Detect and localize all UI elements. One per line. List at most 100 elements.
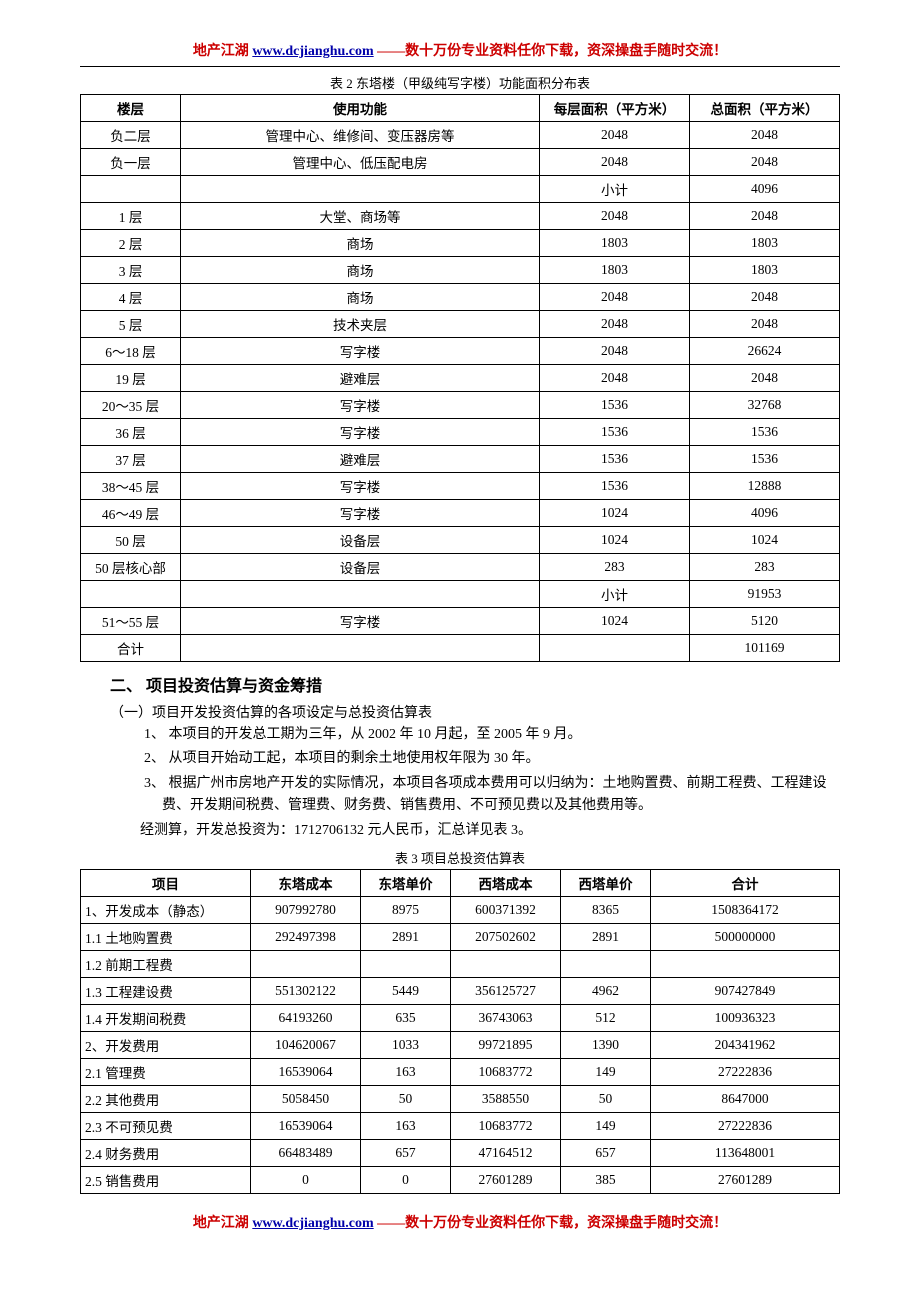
table-row: 小计4096 xyxy=(81,176,840,203)
table-cell: 5449 xyxy=(361,977,451,1004)
table-row: 36 层写字楼15361536 xyxy=(81,419,840,446)
table-cell: 66483489 xyxy=(251,1139,361,1166)
table-cell: 2891 xyxy=(561,923,651,950)
table-cell: 合计 xyxy=(81,635,181,662)
table-cell: 4096 xyxy=(690,176,840,203)
table-row: 2.3 不可预见费165390641631068377214927222836 xyxy=(81,1112,840,1139)
table-cell: 1390 xyxy=(561,1031,651,1058)
table-cell: 8975 xyxy=(361,896,451,923)
table-row: 1.2 前期工程费 xyxy=(81,950,840,977)
table-row: 1.1 土地购置费2924973982891207502602289150000… xyxy=(81,923,840,950)
table-row: 6～18 层写字楼204826624 xyxy=(81,338,840,365)
table-cell: 1024 xyxy=(540,608,690,635)
table-cell: 27222836 xyxy=(651,1112,840,1139)
table2-col-2: 每层面积（平方米） xyxy=(540,95,690,122)
table-cell: 1、开发成本（静态） xyxy=(81,896,251,923)
table-cell: 2.3 不可预见费 xyxy=(81,1112,251,1139)
table-cell: 32768 xyxy=(690,392,840,419)
table-cell: 小计 xyxy=(540,581,690,608)
table-cell: 163 xyxy=(361,1112,451,1139)
table3-caption: 表 3 项目总投资估算表 xyxy=(80,848,840,867)
table-row: 46～49 层写字楼10244096 xyxy=(81,500,840,527)
table-cell: 0 xyxy=(361,1166,451,1193)
table3-col-1: 东塔成本 xyxy=(251,869,361,896)
table-cell: 512 xyxy=(561,1004,651,1031)
table-cell: 4962 xyxy=(561,977,651,1004)
table-cell: 1536 xyxy=(540,392,690,419)
table-cell: 36743063 xyxy=(451,1004,561,1031)
section2-heading: 二、 项目投资估算与资金筹措 xyxy=(110,672,840,696)
table3-header-row: 项目 东塔成本 东塔单价 西塔成本 西塔单价 合计 xyxy=(81,869,840,896)
table-row: 小计91953 xyxy=(81,581,840,608)
table-row: 2、开发费用1046200671033997218951390204341962 xyxy=(81,1031,840,1058)
table-cell: 1024 xyxy=(690,527,840,554)
table-cell: 1.2 前期工程费 xyxy=(81,950,251,977)
table-cell: 27601289 xyxy=(651,1166,840,1193)
table-cell: 写字楼 xyxy=(181,500,540,527)
table-cell: 1803 xyxy=(540,230,690,257)
table-cell: 50 层 xyxy=(81,527,181,554)
tagline-foot: 数十万份专业资料任你下载，资深操盘手随时交流！ xyxy=(405,1216,727,1231)
table-cell: 2、开发费用 xyxy=(81,1031,251,1058)
table-cell: 149 xyxy=(561,1058,651,1085)
table-cell: 36 层 xyxy=(81,419,181,446)
table-cell: 385 xyxy=(561,1166,651,1193)
table-cell: 3588550 xyxy=(451,1085,561,1112)
table-cell: 设备层 xyxy=(181,527,540,554)
brand-url: www.dcjianghu.com xyxy=(252,44,373,59)
table-cell: 2048 xyxy=(540,149,690,176)
table-cell: 4 层 xyxy=(81,284,181,311)
brand-text-foot: 地产江湖 xyxy=(193,1216,249,1231)
table-row: 2.1 管理费165390641631068377214927222836 xyxy=(81,1058,840,1085)
table-row: 51～55 层写字楼10245120 xyxy=(81,608,840,635)
table-row: 1 层大堂、商场等20482048 xyxy=(81,203,840,230)
table-cell: 16539064 xyxy=(251,1058,361,1085)
table2-header-row: 楼层 使用功能 每层面积（平方米） 总面积（平方米） xyxy=(81,95,840,122)
table-cell: 99721895 xyxy=(451,1031,561,1058)
table-row: 2.4 财务费用6648348965747164512657113648001 xyxy=(81,1139,840,1166)
table-cell: 1 层 xyxy=(81,203,181,230)
table-cell: 163 xyxy=(361,1058,451,1085)
table3: 项目 东塔成本 东塔单价 西塔成本 西塔单价 合计 1、开发成本（静态）9079… xyxy=(80,869,840,1194)
table-cell xyxy=(81,581,181,608)
table-cell: 2048 xyxy=(540,284,690,311)
s2-line-0: 1、 本项目的开发总工期为三年，从 2002 年 10 月起，至 2005 年 … xyxy=(144,724,840,746)
table-cell: 1.4 开发期间税费 xyxy=(81,1004,251,1031)
table-cell: 2.5 销售费用 xyxy=(81,1166,251,1193)
table-cell: 51～55 层 xyxy=(81,608,181,635)
table-cell: 2048 xyxy=(540,122,690,149)
table-cell xyxy=(361,950,451,977)
table-cell: 38～45 层 xyxy=(81,473,181,500)
table-cell: 写字楼 xyxy=(181,419,540,446)
table-cell: 1803 xyxy=(690,230,840,257)
table-cell: 2.2 其他费用 xyxy=(81,1085,251,1112)
table-cell: 2048 xyxy=(690,203,840,230)
table-cell xyxy=(540,635,690,662)
table-cell: 2048 xyxy=(540,203,690,230)
table-cell: 5 层 xyxy=(81,311,181,338)
tagline-prefix-foot: —— xyxy=(377,1216,405,1231)
brand-text: 地产江湖 xyxy=(193,44,249,59)
table-cell: 1536 xyxy=(540,419,690,446)
table-row: 20～35 层写字楼153632768 xyxy=(81,392,840,419)
s2-summary: 经测算，开发总投资为：1712706132 元人民币，汇总详见表 3。 xyxy=(140,820,840,842)
table-cell: 8647000 xyxy=(651,1085,840,1112)
table-cell xyxy=(651,950,840,977)
table-cell: 1536 xyxy=(540,473,690,500)
table-cell: 商场 xyxy=(181,284,540,311)
table-cell: 5120 xyxy=(690,608,840,635)
table-cell xyxy=(81,176,181,203)
table-cell: 50 层核心部 xyxy=(81,554,181,581)
table-cell: 2048 xyxy=(540,338,690,365)
table2-col-0: 楼层 xyxy=(81,95,181,122)
table-row: 负一层管理中心、低压配电房20482048 xyxy=(81,149,840,176)
table-cell: 64193260 xyxy=(251,1004,361,1031)
table-cell: 26624 xyxy=(690,338,840,365)
table-cell: 600371392 xyxy=(451,896,561,923)
table-cell: 27601289 xyxy=(451,1166,561,1193)
table-cell: 管理中心、维修间、变压器房等 xyxy=(181,122,540,149)
table-cell xyxy=(181,176,540,203)
table-cell: 写字楼 xyxy=(181,608,540,635)
table-cell: 1536 xyxy=(540,446,690,473)
table-cell: 管理中心、低压配电房 xyxy=(181,149,540,176)
